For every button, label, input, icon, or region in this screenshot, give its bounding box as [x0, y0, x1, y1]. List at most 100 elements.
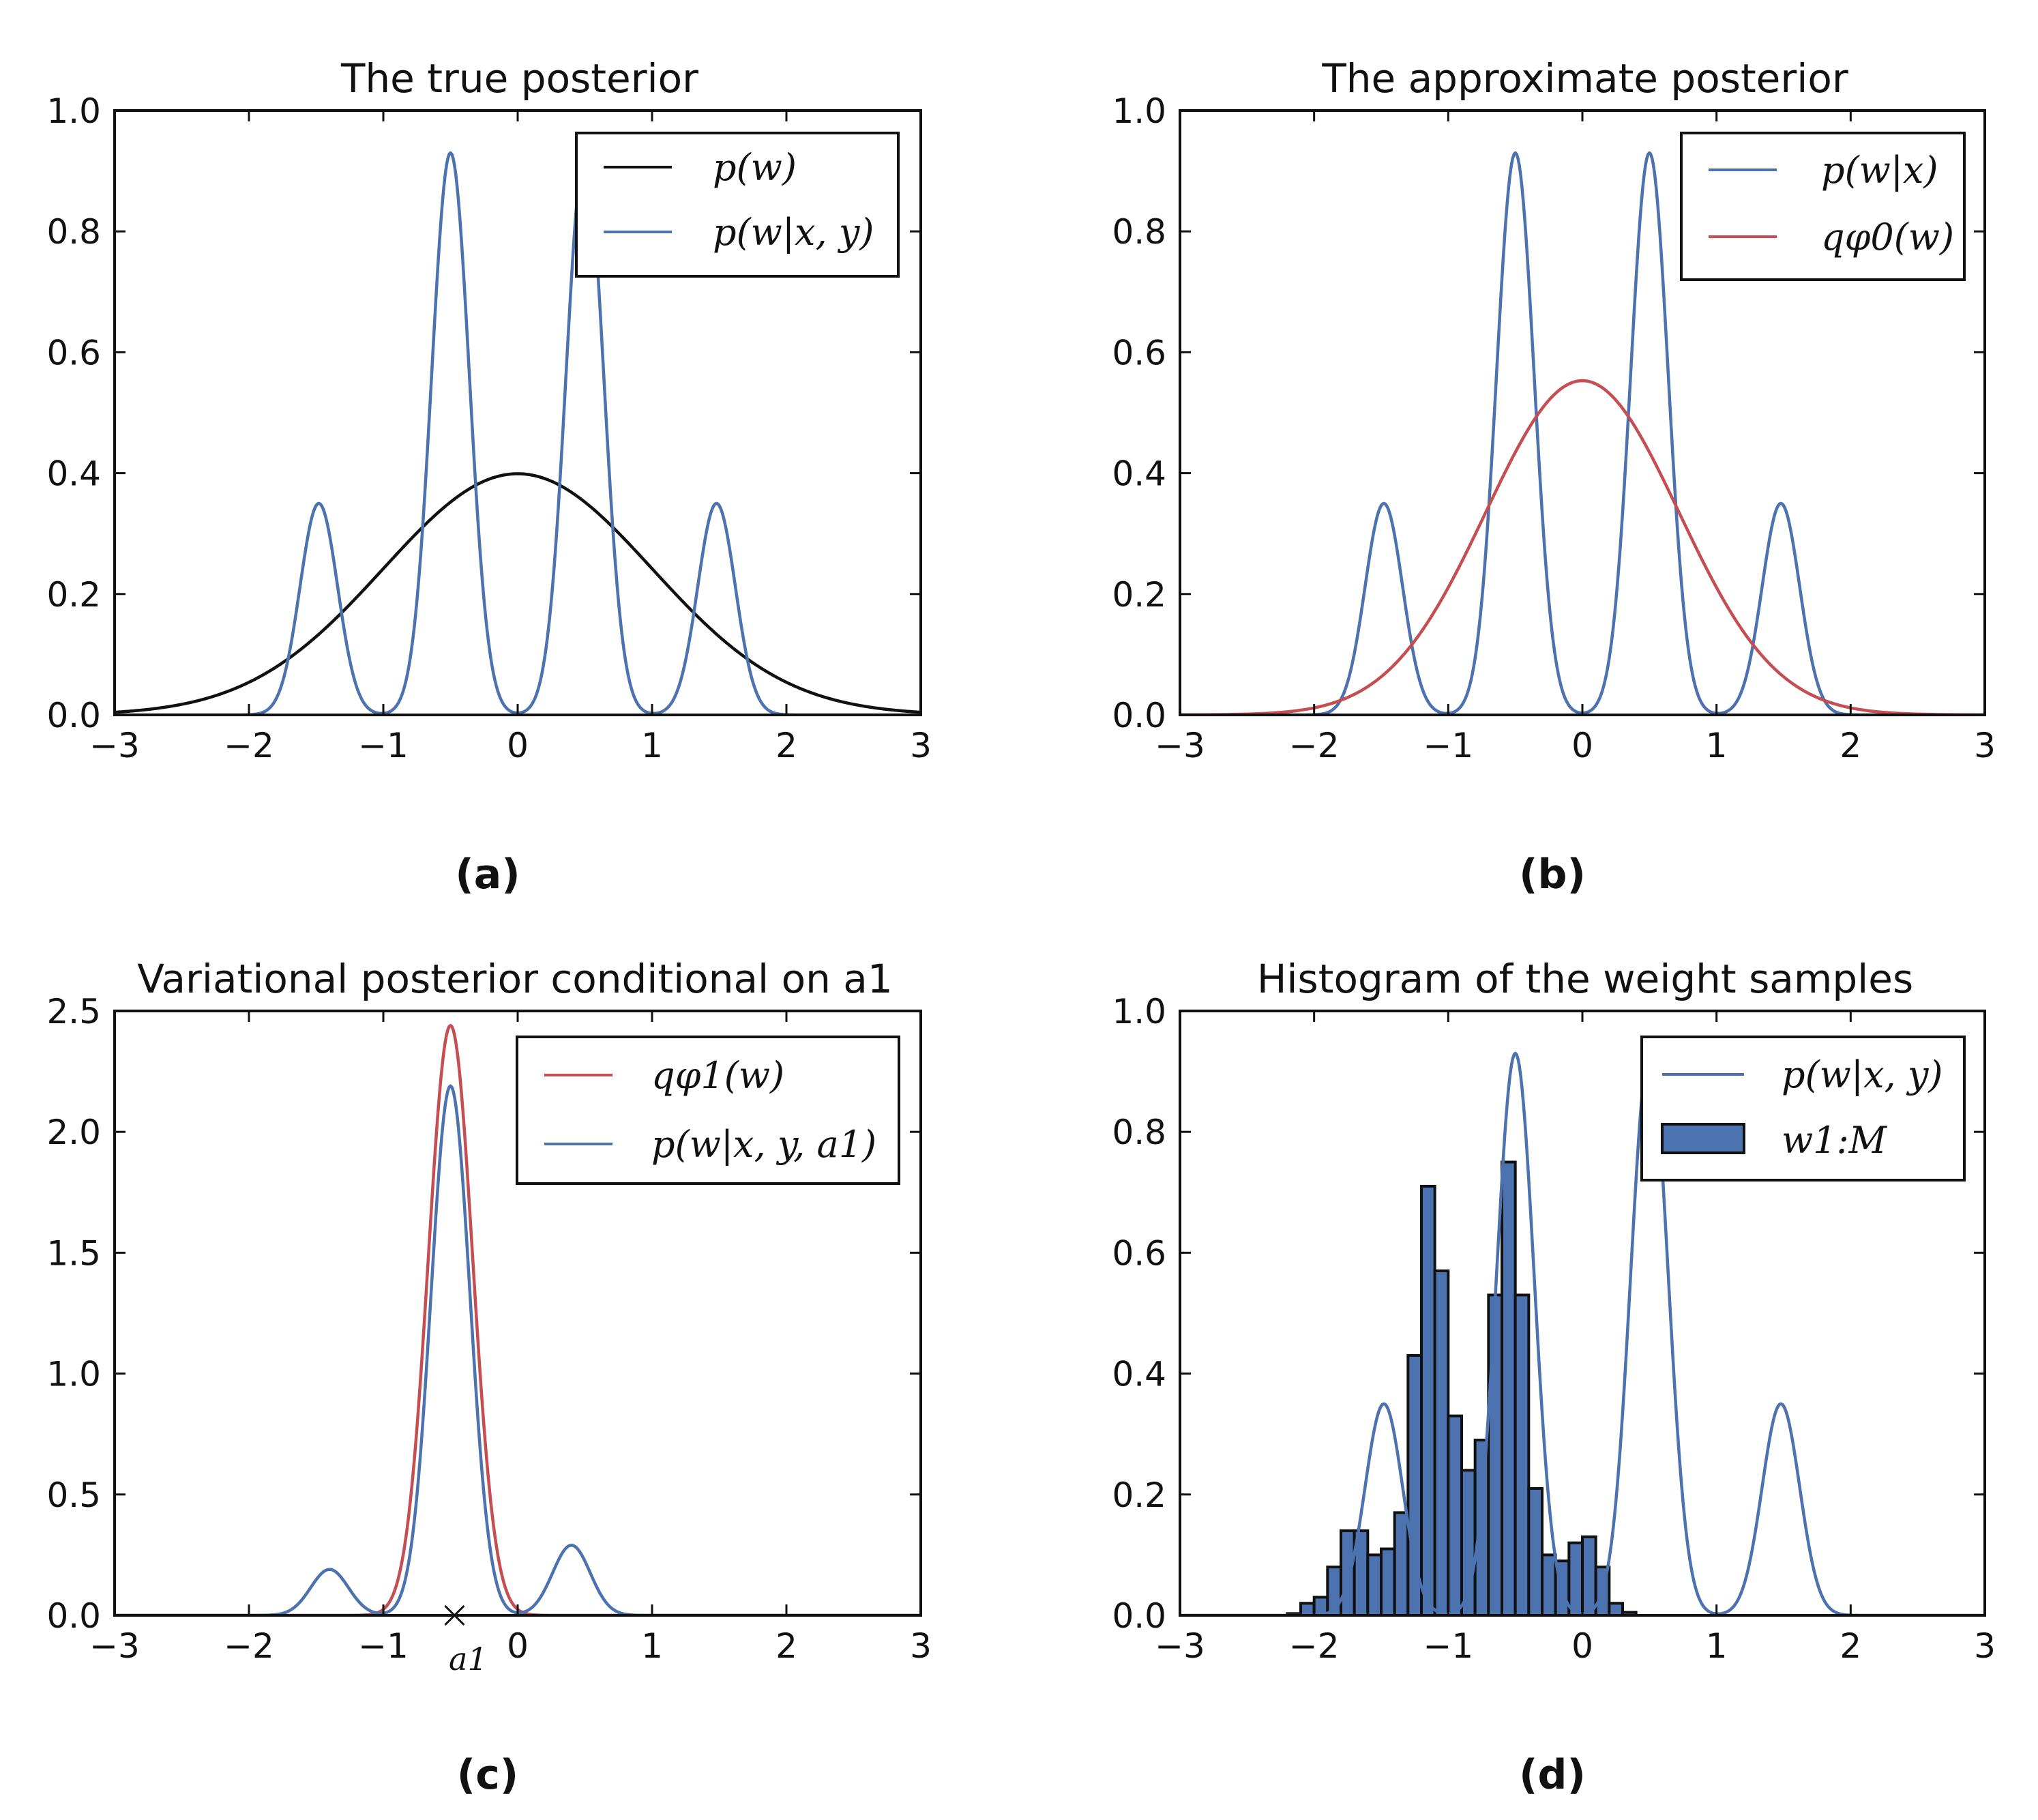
histogram-bar [1366, 1553, 1383, 1615]
panel-d-label: (d) [1519, 1751, 1586, 1799]
x-tick-label: 3 [910, 1626, 932, 1666]
y-tick-label: 1.0 [1112, 91, 1166, 131]
x-tick-label: −2 [1289, 726, 1340, 765]
histogram-bar [1527, 1486, 1544, 1615]
panel-d-legend: p(w|x, y) w1:M [1640, 1036, 1966, 1181]
histogram-bar [1501, 1160, 1517, 1615]
panel-c-label: (c) [457, 1751, 518, 1799]
y-tick-label: 0.4 [46, 454, 101, 494]
panel-a-label: (a) [455, 851, 520, 898]
series-line-1 [1180, 379, 1985, 715]
panel-d-title: Histogram of the weight samples [1257, 956, 1913, 1002]
y-tick-label: 0.0 [1112, 696, 1166, 735]
x-tick-label: 1 [641, 1626, 663, 1666]
panel-d-plot: −3 −2 −1 0 1 2 3 0.0 0.2 0.4 0.6 0.8 1.0 [1112, 992, 1995, 1666]
histogram-bar [1473, 1439, 1490, 1615]
histogram-bar [1513, 1293, 1531, 1615]
panel-a-plot: −3 −2 −1 0 1 2 3 0.0 0.2 0.4 0.6 0.8 1.0 [46, 91, 931, 765]
x-tick-label: 2 [776, 726, 797, 765]
x-tick-label: 3 [1974, 726, 1996, 765]
y-tick-label: 0.0 [46, 1596, 101, 1636]
x-tick-label: 0 [507, 1626, 529, 1666]
x-tick-label: 0 [1571, 1626, 1593, 1666]
y-tick-label: 0.2 [46, 575, 101, 615]
panel-d: Histogram of the weight samples −3 −2 −1 0 1… [1112, 956, 1995, 1799]
y-tick-label: 2.5 [46, 992, 101, 1031]
y-tick-label: 1.0 [1112, 992, 1166, 1031]
x-tick-label: 0 [1571, 726, 1593, 765]
x-tick-label: 1 [1706, 726, 1728, 765]
y-tick-label: 0.0 [1112, 1596, 1166, 1636]
histogram-bar [1447, 1414, 1463, 1615]
histogram-bar [1299, 1602, 1316, 1615]
y-tick-label: 0.0 [46, 696, 101, 735]
histogram-bar [1340, 1529, 1356, 1615]
panel-b-label: (b) [1519, 851, 1586, 898]
y-tick-label: 0.6 [46, 333, 101, 372]
y-tick-label: 0.4 [1112, 454, 1166, 494]
y-tick-label: 0.4 [1112, 1355, 1166, 1394]
panel-b-title: The approximate posterior [1321, 55, 1848, 102]
legend-b-label-2: qφ0(w) [1821, 216, 1954, 259]
histogram-bar [1581, 1535, 1597, 1615]
y-tick-label: 0.2 [1112, 575, 1166, 615]
x-tick-label: −1 [358, 726, 409, 765]
legend-d-label-1: p(w|x, y) [1782, 1053, 1943, 1096]
x-tick-label: −2 [1289, 1626, 1340, 1666]
legend-c-label-2: p(w|x, y, a1) [651, 1123, 876, 1166]
panel-c-legend: qφ1(w) p(w|x, y, a1) [516, 1036, 900, 1185]
x-tick-label: 1 [641, 726, 663, 765]
legend-d-label-2: w1:M [1782, 1119, 1888, 1162]
x-tick-label: 2 [776, 1626, 797, 1666]
histogram-bar [1393, 1511, 1410, 1615]
y-tick-label: 0.8 [1112, 212, 1166, 252]
y-tick-label: 0.8 [46, 212, 101, 252]
a1-marker [444, 1604, 465, 1626]
legend-b-label-1: p(w|x) [1821, 149, 1938, 192]
histogram-bar [1420, 1184, 1436, 1615]
x-tick-label: −3 [1155, 726, 1205, 765]
legend-c-label-1: qφ1(w) [651, 1054, 784, 1097]
y-tick-label: 2.0 [46, 1113, 101, 1152]
x-tick-label: 2 [1840, 726, 1861, 765]
x-tick-label: −2 [224, 1626, 274, 1666]
x-tick-label: −3 [89, 726, 140, 765]
y-tick-label: 1.0 [46, 1355, 101, 1394]
legend-a-label-1: p(w) [713, 146, 797, 189]
panel-c-plot: −3 −2 −1 0 1 2 3 0.0 0.5 1.0 1.5 2.0 2.5 a1 [46, 992, 931, 1677]
panel-c: Variational posterior conditional on a1 … [46, 956, 931, 1799]
histogram-bar [1433, 1269, 1450, 1615]
a1-marker-label: a1 [449, 1641, 488, 1677]
y-tick-label: 1.5 [46, 1233, 101, 1273]
panel-a-title: The true posterior [340, 55, 698, 102]
x-tick-label: −1 [358, 1626, 409, 1666]
x-tick-label: 3 [1974, 1626, 1996, 1666]
panel-b: The approximate posterior −3 −2 −1 0 1 2 3 0.0 0… [1112, 55, 1995, 898]
panel-a-legend: p(w) p(w|x, y) [575, 132, 900, 278]
x-tick-label: −3 [89, 1626, 140, 1666]
panel-c-title: Variational posterior conditional on a1 [137, 956, 892, 1002]
y-tick-label: 0.2 [1112, 1476, 1166, 1515]
x-tick-label: 1 [1706, 1626, 1728, 1666]
x-tick-label: −3 [1155, 1626, 1205, 1666]
y-tick-label: 1.0 [46, 91, 101, 131]
y-tick-label: 0.6 [1112, 1233, 1166, 1273]
y-tick-label: 0.6 [1112, 333, 1166, 372]
histogram-bar [1541, 1553, 1557, 1615]
x-tick-label: −2 [224, 726, 274, 765]
y-tick-label: 0.8 [1112, 1113, 1166, 1152]
histogram-bar [1608, 1602, 1624, 1615]
histogram-bar [1567, 1541, 1584, 1615]
legend-a-label-2: p(w|x, y) [713, 211, 874, 254]
series-line-0 [115, 472, 921, 714]
x-tick-label: −1 [1423, 726, 1473, 765]
x-tick-label: 0 [507, 726, 529, 765]
x-tick-label: 3 [910, 726, 932, 765]
y-tick-label: 0.5 [46, 1476, 101, 1515]
histogram-bar [1621, 1611, 1638, 1615]
x-tick-label: 2 [1840, 1626, 1861, 1666]
legend-d-swatch-2 [1661, 1123, 1745, 1154]
panel-a: The true posterior −3 −2 −1 0 1 2 3 0.0 0.2 0.4 0.… [46, 55, 931, 898]
x-tick-label: −1 [1423, 1626, 1473, 1666]
